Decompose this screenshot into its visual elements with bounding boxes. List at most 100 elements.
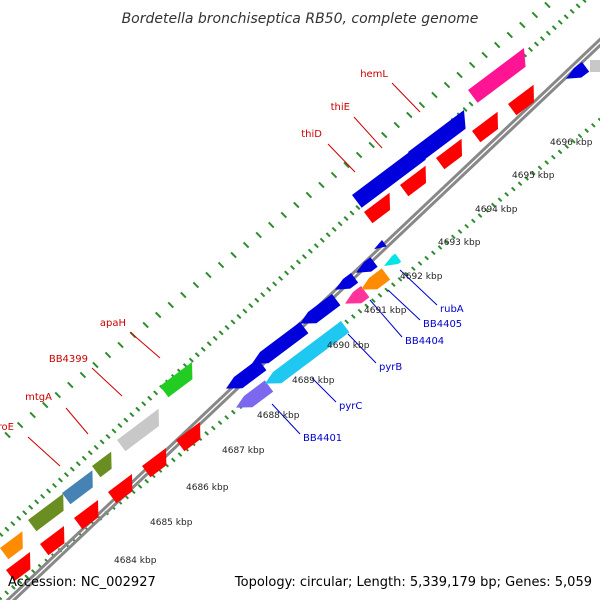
gene-bb4405-leader — [387, 289, 421, 321]
outer-ruler-tick — [105, 433, 111, 439]
outer-ruler-tick — [254, 297, 260, 303]
minor-ruler-tick — [79, 371, 87, 379]
topology-text: Topology: circular; Length: 5,339,179 bp… — [234, 575, 592, 590]
outer-ruler-tick — [200, 346, 206, 352]
outer-ruler-tick — [117, 423, 123, 429]
inner-ruler-tick — [551, 154, 556, 160]
outer-ruler-tick — [34, 499, 40, 505]
minor-ruler-tick — [117, 341, 124, 349]
outer-ruler-tick — [355, 205, 361, 211]
minor-ruler-tick — [104, 351, 112, 359]
outer-ruler-tick — [551, 25, 557, 31]
outer-ruler-tick — [266, 286, 272, 292]
outer-ruler-tick — [545, 30, 551, 36]
gene-bb4405-label: BB4405 — [423, 319, 462, 330]
minor-ruler-tick — [16, 421, 24, 429]
minor-ruler-tick — [217, 261, 225, 269]
outer-ruler-tick — [284, 270, 290, 276]
outer-ruler-tick — [63, 472, 69, 478]
gene-thid-label: thiD — [301, 129, 322, 140]
minor-ruler-tick — [4, 431, 11, 439]
inner-ruler-tick — [577, 133, 583, 139]
gene-BB4401-lower — [236, 380, 274, 408]
gene-bb4404-label: BB4404 — [405, 336, 444, 347]
outer-ruler-tick — [81, 455, 87, 461]
gene-red-lower — [6, 552, 31, 582]
outer-ruler-tick — [141, 401, 147, 407]
inner-ruler-tick — [357, 308, 363, 314]
gene-bb4404-leader — [369, 299, 403, 338]
minor-ruler-tick — [267, 221, 275, 229]
minor-ruler-tick — [41, 401, 49, 409]
gene-red-upper — [472, 111, 498, 143]
minor-ruler-tick — [380, 131, 388, 139]
inner-ruler-tick — [484, 207, 489, 213]
outer-ruler-tick — [123, 417, 129, 423]
minor-ruler-tick — [67, 381, 74, 389]
inner-ruler-tick — [344, 319, 349, 325]
kbp-label: 4692 kbp — [400, 272, 443, 282]
gene-bb4399-label: BB4399 — [49, 354, 88, 365]
outer-ruler-tick — [313, 243, 319, 249]
gene-red-upper — [400, 165, 426, 197]
inner-ruler-tick — [431, 250, 436, 256]
outer-ruler-tick — [111, 428, 117, 434]
gene-blue-rev — [335, 273, 359, 290]
minor-ruler-tick — [192, 281, 200, 289]
gene-blue-rev — [356, 257, 378, 273]
outer-ruler-tick — [206, 341, 212, 347]
inner-ruler-tick — [517, 181, 523, 187]
inner-ruler-tick — [504, 192, 509, 197]
gene-heml-label: hemL — [360, 69, 388, 80]
outer-ruler-tick — [575, 3, 581, 9]
outer-ruler-tick — [582, 0, 587, 3]
minor-ruler-tick — [544, 1, 551, 9]
minor-ruler-tick — [318, 181, 325, 189]
minor-ruler-tick — [443, 81, 451, 89]
gene-bb4401-leader — [271, 403, 301, 435]
minor-ruler-tick — [180, 291, 187, 299]
outer-ruler-tick — [0, 532, 4, 538]
outer-ruler-tick — [75, 461, 81, 467]
outer-ruler-tick — [289, 264, 296, 271]
accession-text: Accession: NC_002927 — [8, 575, 156, 590]
kbp-label: 4684 kbp — [114, 556, 157, 566]
outer-ruler-tick — [93, 444, 99, 450]
outer-ruler-tick — [4, 526, 10, 532]
minor-ruler-tick — [519, 21, 526, 29]
minor-ruler-tick — [293, 201, 300, 209]
gene-BB4400 — [117, 408, 159, 452]
kbp-scale-labels: 4684 kbp 4685 kbp 4686 kbp 4687 kbp 4688 kbp… — [114, 138, 593, 566]
gene-aroE — [0, 531, 23, 560]
gene-mtga-label: mtgA — [25, 392, 52, 403]
inner-ruler-tick — [217, 420, 223, 426]
outer-ruler-tick — [22, 510, 28, 516]
gene-red-upper — [508, 84, 534, 116]
gene-ruba-leader — [399, 269, 438, 306]
outer-ruler-tick — [278, 275, 284, 281]
inner-ruler-tick — [531, 170, 536, 176]
outer-ruler-tick — [539, 36, 545, 42]
outer-ruler-tick — [295, 259, 301, 265]
gene-bb4399-leader — [91, 367, 123, 397]
inner-ruler-tick — [564, 144, 569, 149]
minor-ruler-tick — [54, 391, 62, 399]
inner-ruler-tick — [557, 149, 563, 155]
inner-ruler-tick — [144, 478, 149, 484]
minor-ruler-tick — [29, 411, 36, 419]
gene-mtgA — [28, 493, 64, 532]
gene-labels: aroE mtgA BB4399 apaH thiD thiE hemL BB4401 pyrC… — [0, 69, 464, 444]
kbp-label: 4691 kbp — [364, 306, 407, 316]
inner-ruler-tick — [464, 223, 469, 229]
kbp-label: 4693 kbp — [438, 238, 481, 248]
minor-ruler-tick — [305, 191, 313, 199]
minor-ruler-tick — [531, 11, 539, 19]
outer-ruler-tick — [194, 352, 200, 358]
outer-ruler-tick — [224, 324, 230, 330]
minor-ruler-tick — [456, 71, 463, 79]
gene-thiE — [408, 110, 466, 165]
kbp-label: 4687 kbp — [222, 446, 265, 456]
inner-ruler-tick — [437, 245, 443, 250]
gene-pyrC — [265, 321, 350, 384]
gene-BB4404 — [345, 286, 370, 304]
